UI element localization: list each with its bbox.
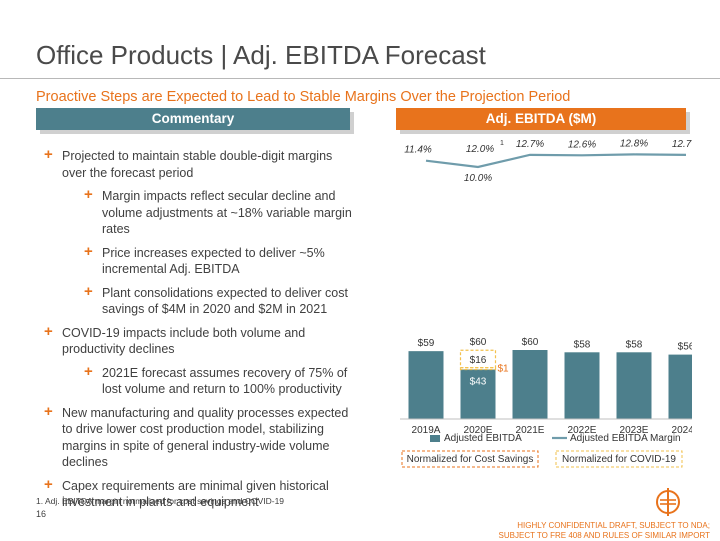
legend-label-covid: Normalized for COVID-19 bbox=[562, 454, 676, 465]
covid-label: $16 bbox=[470, 355, 487, 366]
ebitda-bar-label: $43 bbox=[470, 377, 487, 388]
commentary-bullet: + Plant consolidations expected to delive… bbox=[30, 282, 355, 318]
bullet-text: Plant consolidations expected to deliver… bbox=[102, 285, 348, 317]
bullet-text: Capex requirements are minimal given his… bbox=[62, 478, 329, 510]
covid-segment bbox=[459, 349, 497, 369]
confidentiality-notice: HIGHLY CONFIDENTIAL DRAFT, SUBJECT TO ND… bbox=[499, 521, 710, 541]
commentary-bullet: + Price increases expected to deliver ~5%… bbox=[30, 242, 355, 278]
bullet-text: 2021E forecast assumes recovery of 75% o… bbox=[102, 365, 348, 397]
footnote: 1. Adj. EBITDA margin normalized for cos… bbox=[36, 496, 285, 506]
page-subtitle: Proactive Steps are Expected to Lead to … bbox=[36, 89, 571, 105]
cost-savings-segment bbox=[459, 367, 497, 371]
chart-title: Adj. EBITDA ($M) bbox=[485, 111, 597, 126]
x-tick-label: 2020E bbox=[464, 425, 493, 436]
margin-label: 12.8% bbox=[620, 138, 648, 149]
chart-header: Adj. EBITDA ($M) bbox=[396, 108, 690, 134]
legend-label-cost-savings: Normalized for Cost Savings bbox=[407, 454, 534, 465]
margin-label: 12.7% bbox=[672, 139, 692, 150]
bullet-plus-icon: + bbox=[84, 186, 93, 203]
normalized-margin-label: 12.0% bbox=[466, 144, 494, 155]
ebitda-bar bbox=[460, 369, 496, 419]
legend-box-covid bbox=[555, 450, 683, 468]
normalized-total-label: $60 bbox=[470, 337, 487, 348]
commentary-bullet: + Margin impacts reflect secular decline … bbox=[30, 186, 355, 238]
bullet-plus-icon: + bbox=[84, 242, 93, 260]
ebitda-bar bbox=[408, 351, 444, 419]
x-tick-label: 2021E bbox=[516, 425, 545, 436]
commentary-header-label: Commentary bbox=[151, 111, 235, 126]
ebitda-bar-label: $58 bbox=[626, 339, 643, 350]
page-title: Office Products | Adj. EBITDA Forecast bbox=[36, 40, 486, 70]
x-tick-label: 2024E bbox=[672, 425, 692, 436]
bullet-plus-icon: + bbox=[44, 402, 53, 420]
bullet-text: Margin impacts reflect secular decline a… bbox=[102, 189, 352, 236]
margin-label: 10.0% bbox=[464, 173, 492, 184]
legend-box-cost-savings bbox=[401, 450, 539, 468]
confidentiality-line-2: SUBJECT TO FRE 408 AND RULES OF SIMILAR … bbox=[498, 531, 710, 540]
bullet-text: New manufacturing and quality processes … bbox=[62, 405, 349, 470]
margin-label: 11.4% bbox=[404, 145, 432, 156]
ebitda-bar bbox=[668, 354, 692, 419]
bullet-text: COVID-19 impacts include both volume and… bbox=[62, 325, 306, 357]
commentary-bullets: + Projected to maintain stable double-dig… bbox=[30, 146, 355, 518]
bullet-plus-icon: + bbox=[44, 475, 53, 493]
commentary-bullet: +2021E forecast assumes recovery of 75% … bbox=[30, 362, 355, 398]
page-number: 16 bbox=[36, 509, 47, 519]
ebitda-bar bbox=[564, 352, 600, 419]
title-divider bbox=[0, 78, 720, 79]
legend-label-ebitda: Adjusted EBITDA bbox=[444, 433, 522, 444]
x-tick-label: 2019A bbox=[412, 425, 441, 436]
ebitda-bar-label: $58 bbox=[574, 339, 591, 350]
commentary-bullet: + New manufacturing and quality processes… bbox=[30, 402, 355, 471]
ebitda-bar-label: $56 bbox=[678, 342, 692, 353]
bullet-plus-icon: + bbox=[84, 282, 93, 300]
confidentiality-line-1: HIGHLY CONFIDENTIAL DRAFT, SUBJECT TO ND… bbox=[517, 521, 710, 530]
margin-label: 12.7% bbox=[516, 139, 544, 150]
x-tick-label: 2022E bbox=[568, 425, 597, 436]
ebitda-bar bbox=[512, 350, 548, 419]
bullet-text: Price increases expected to deliver ~5% … bbox=[102, 245, 325, 277]
footnote-marker: 1 bbox=[500, 140, 504, 147]
commentary-bullet: + COVID-19 impacts include both volume an… bbox=[30, 322, 355, 358]
commentary-bullet: + Capex requirements are minimal given hi… bbox=[30, 475, 355, 511]
ebitda-bar-label: $60 bbox=[522, 337, 539, 348]
cost-savings-label: $1 bbox=[498, 364, 510, 375]
bullet-text: Projected to maintain stable double-digi… bbox=[62, 149, 333, 180]
margin-label: 12.6% bbox=[568, 139, 596, 150]
commentary-bullet: + Projected to maintain stable double-dig… bbox=[30, 146, 355, 181]
bullet-plus-icon: + bbox=[44, 146, 53, 163]
legend-label-margin: Adjusted EBITDA Margin bbox=[570, 433, 681, 444]
x-tick-label: 2023E bbox=[620, 425, 649, 436]
ebitda-chart: $59 2019A $43 $1 $16 $60 2020E $60 2021E $58 2022E… bbox=[400, 138, 692, 468]
company-logo-icon bbox=[656, 488, 680, 516]
ebitda-bar-label: $59 bbox=[418, 338, 435, 349]
bullet-plus-icon: + bbox=[44, 322, 53, 340]
bullet-plus-icon: + bbox=[84, 362, 93, 380]
commentary-header: Commentary bbox=[36, 108, 354, 134]
margin-line bbox=[425, 153, 687, 169]
legend-swatch-ebitda bbox=[430, 435, 440, 442]
ebitda-bar bbox=[616, 352, 652, 419]
